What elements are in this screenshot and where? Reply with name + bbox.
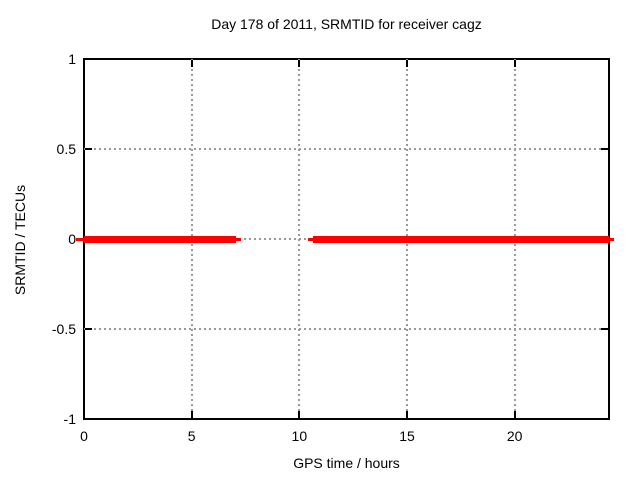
x-tick-mark	[190, 411, 193, 418]
y-tick-label: 0.5	[56, 141, 76, 157]
chart-title: Day 178 of 2011, SRMTID for receiver cag…	[211, 16, 482, 32]
x-tick-mark	[406, 60, 408, 67]
series-segment	[84, 236, 236, 243]
y-tick-label: 1	[68, 51, 76, 67]
x-tick-label: 0	[80, 428, 88, 444]
x-tick-mark	[513, 411, 516, 418]
y-gridline	[84, 148, 609, 150]
y-tick-mark	[85, 148, 92, 150]
y-tick-mark	[601, 148, 608, 150]
series-end-cap	[236, 238, 241, 241]
x-tick-mark	[298, 411, 301, 418]
series-end-cap	[76, 238, 85, 241]
x-tick-mark	[298, 60, 301, 67]
x-tick-label: 10	[291, 428, 308, 444]
x-tick-mark	[406, 411, 408, 418]
y-tick-label: 0	[68, 231, 76, 247]
series-segment	[313, 236, 609, 243]
y-tick-mark	[601, 328, 608, 330]
series-end-cap	[308, 238, 313, 241]
y-tick-mark	[85, 328, 92, 330]
series-end-cap	[606, 238, 614, 241]
x-tick-label: 5	[187, 428, 196, 444]
x-axis-label: GPS time / hours	[293, 455, 400, 471]
x-tick-mark	[190, 60, 193, 67]
x-tick-mark	[513, 60, 516, 67]
y-tick-label: -0.5	[51, 321, 76, 337]
x-tick-label: 15	[399, 428, 415, 444]
x-tick-label: 20	[506, 428, 523, 444]
y-tick-label: -1	[63, 411, 76, 427]
y-gridline	[84, 328, 609, 330]
